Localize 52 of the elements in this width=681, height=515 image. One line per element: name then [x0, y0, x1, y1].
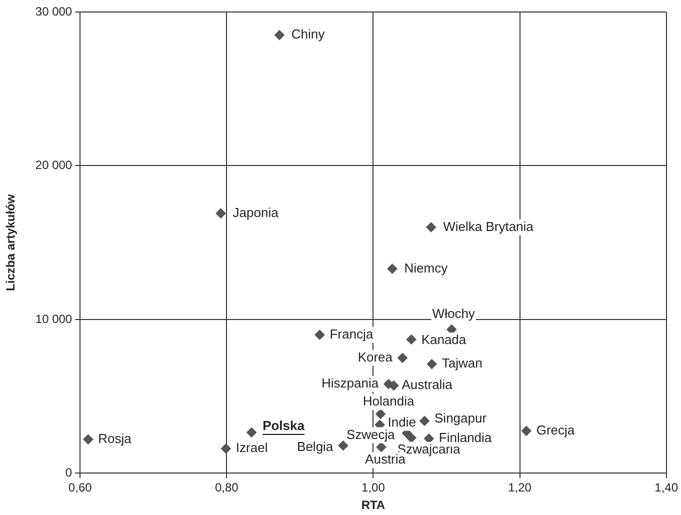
annotation: Rosja: [98, 430, 132, 446]
y-tick-label: 10 000: [35, 312, 72, 326]
annotation: Singapur: [434, 410, 488, 426]
annotation: Japonia: [232, 204, 280, 220]
annotation: Polska: [262, 418, 306, 434]
point: [376, 442, 386, 452]
x-tick-label: 0,60: [68, 480, 92, 495]
annotation: Wielka Brytania: [443, 218, 534, 234]
point: [83, 434, 94, 444]
y-tick-label: 30 000: [35, 4, 72, 18]
annotation: Grecja: [536, 422, 576, 438]
point: [388, 380, 399, 391]
annotation: Włochy: [432, 306, 476, 322]
annotation: Szwajcaria: [397, 441, 461, 456]
point: [220, 444, 231, 454]
point: [521, 426, 532, 436]
y-axis-title: Liczba artykułów: [4, 194, 18, 291]
annotation: Tajwan: [442, 356, 482, 371]
annotation: Holandia: [362, 394, 415, 409]
annotation: Kanada: [421, 332, 467, 348]
point: [406, 334, 416, 344]
y-tick-label: 0: [65, 466, 72, 480]
point: [376, 409, 386, 420]
point: [387, 264, 398, 274]
point: [338, 440, 348, 451]
point: [420, 416, 430, 426]
annotation: Korea: [358, 349, 394, 364]
annotation: Hiszpania: [322, 376, 380, 391]
point: [426, 222, 436, 232]
annotation: Austria: [365, 452, 406, 467]
point: [246, 427, 257, 438]
annotation: Izrael: [236, 440, 268, 456]
annotation: Finlandia: [438, 430, 492, 446]
y-tick-label: 20 000: [35, 158, 72, 172]
point: [274, 30, 284, 40]
x-tick-label: 1,00: [362, 480, 386, 495]
x-tick-label: 0,80: [214, 480, 239, 495]
annotation: Chiny: [291, 26, 326, 42]
x-tick-label: 1,40: [654, 480, 678, 495]
annotation: Australia: [402, 377, 454, 392]
annotation: Niemcy: [404, 260, 448, 276]
annotation: Belgia: [297, 439, 334, 454]
annotation: Indie: [388, 414, 416, 430]
point: [216, 208, 226, 218]
x-axis-title: RTA: [361, 498, 386, 512]
x-tick-label: 1,20: [508, 480, 532, 495]
annotation: Szwecja: [346, 426, 396, 442]
annotation: Francja: [330, 326, 374, 342]
point: [398, 352, 408, 363]
point: [314, 330, 325, 340]
point: [406, 432, 416, 443]
point: [426, 359, 437, 370]
